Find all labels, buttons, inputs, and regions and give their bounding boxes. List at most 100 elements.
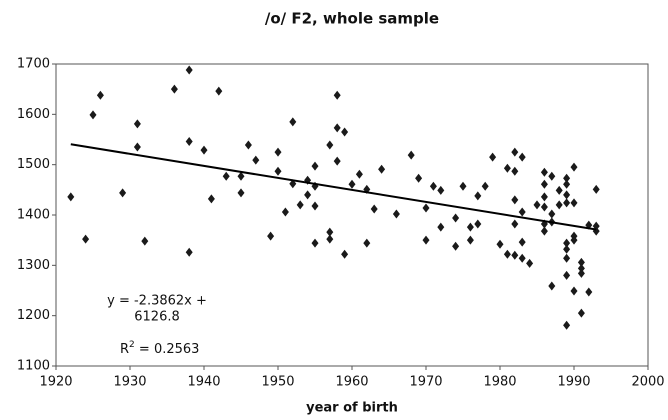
point (89, 110, 97, 120)
point (548, 209, 556, 219)
point (252, 155, 260, 165)
point (503, 163, 511, 173)
y-tick-label: 1200 (17, 308, 50, 323)
point (333, 156, 341, 166)
point (133, 119, 141, 129)
point (511, 250, 519, 260)
point (422, 203, 430, 213)
point (474, 219, 482, 229)
x-tick-label: 1990 (557, 375, 590, 390)
point (96, 90, 104, 100)
point (570, 235, 578, 245)
point (185, 247, 193, 257)
point (577, 308, 585, 318)
r-squared-sup: 2 (129, 340, 135, 350)
point (281, 207, 289, 217)
point (511, 147, 519, 157)
r-squared-base: R (120, 342, 129, 357)
point (170, 84, 178, 94)
chart-title: /o/ F2, whole sample (265, 10, 439, 28)
point (474, 191, 482, 201)
x-tick-label: 1920 (39, 375, 72, 390)
point (274, 166, 282, 176)
y-tick-label: 1100 (17, 359, 50, 374)
point (333, 90, 341, 100)
point (563, 253, 571, 263)
trendline (70, 143, 597, 231)
point (459, 181, 467, 191)
point (237, 188, 245, 198)
point (563, 244, 571, 254)
point (422, 235, 430, 245)
point (437, 185, 445, 195)
point (540, 167, 548, 177)
point (415, 173, 423, 183)
point (237, 171, 245, 181)
equation-line: y = -2.3862x + (107, 294, 207, 309)
point (311, 201, 319, 211)
point (82, 234, 90, 244)
point (518, 253, 526, 263)
point (503, 249, 511, 259)
point (407, 150, 415, 160)
point (185, 65, 193, 75)
point (511, 166, 519, 176)
point (304, 190, 312, 200)
point (185, 137, 193, 147)
point (526, 258, 534, 268)
point (363, 238, 371, 248)
point (141, 236, 149, 246)
point (518, 237, 526, 247)
point (466, 235, 474, 245)
point (326, 140, 334, 150)
point (540, 202, 548, 212)
x-tick-label: 1980 (483, 375, 516, 390)
y-tick-label: 1600 (17, 107, 50, 122)
point (333, 123, 341, 133)
x-tick-label: 1930 (113, 375, 146, 390)
point (437, 222, 445, 232)
point (496, 239, 504, 249)
x-tick-label: 1970 (409, 375, 442, 390)
point (563, 190, 571, 200)
point (577, 268, 585, 278)
point (200, 145, 208, 155)
point (274, 147, 282, 157)
point (341, 127, 349, 137)
point (540, 192, 548, 202)
point (518, 207, 526, 217)
point (429, 181, 437, 191)
point (511, 219, 519, 229)
point (563, 198, 571, 208)
point (355, 169, 363, 179)
point (119, 188, 127, 198)
point (378, 164, 386, 174)
point (555, 185, 563, 195)
point (244, 140, 252, 150)
point (311, 238, 319, 248)
point (548, 281, 556, 291)
point (563, 320, 571, 330)
point (348, 179, 356, 189)
point (215, 86, 223, 96)
point (311, 161, 319, 171)
point (267, 231, 275, 241)
point (570, 286, 578, 296)
point (540, 179, 548, 189)
point (570, 198, 578, 208)
point (341, 249, 349, 259)
point (592, 226, 600, 236)
x-tick-label: 1950 (261, 375, 294, 390)
point (222, 171, 230, 181)
point (533, 200, 541, 210)
point (370, 204, 378, 214)
y-tick-label: 1300 (17, 258, 50, 273)
point (489, 152, 497, 162)
y-tick-label: 1500 (17, 157, 50, 172)
point (392, 209, 400, 219)
point (563, 270, 571, 280)
x-tick-label: 1940 (187, 375, 220, 390)
point (518, 152, 526, 162)
point (563, 238, 571, 248)
